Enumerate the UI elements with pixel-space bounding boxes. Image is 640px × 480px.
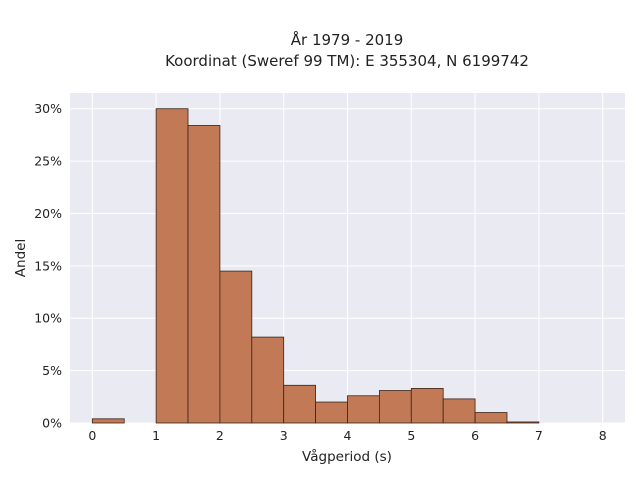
y-axis-label: Andel: [13, 239, 29, 277]
histogram-bar: [187, 125, 221, 424]
x-tick-label: 8: [599, 428, 607, 443]
chart-title: År 1979 - 2019 Koordinat (Sweref 99 TM):…: [165, 30, 529, 70]
x-tick-label: 4: [344, 428, 352, 443]
y-tick-label: 15%: [34, 258, 62, 273]
histogram-bar: [378, 390, 412, 424]
histogram-bar: [315, 401, 348, 424]
x-tick-label: 1: [152, 428, 160, 443]
y-tick-label: 25%: [34, 154, 62, 169]
histogram-bar: [410, 388, 444, 424]
histogram-bar: [91, 418, 125, 424]
histogram-bar: [442, 398, 476, 424]
histogram-bar: [283, 384, 317, 424]
histogram-bar: [155, 108, 189, 424]
y-tick-label: 20%: [34, 206, 62, 221]
chart-title-line-1: År 1979 - 2019: [291, 30, 404, 49]
histogram-bar: [251, 336, 285, 424]
histogram-bar: [219, 270, 253, 424]
histogram-bar: [474, 412, 508, 424]
histogram-bars: [91, 108, 540, 424]
x-tick-label: 5: [407, 428, 415, 443]
y-tick-label: 30%: [34, 101, 62, 116]
histogram-bar: [506, 421, 540, 424]
x-tick-label: 0: [88, 428, 96, 443]
y-axis-ticks: 0% 5% 10% 15% 20% 25% 30%: [34, 101, 62, 430]
histogram-bar: [347, 395, 380, 424]
y-tick-label: 0%: [42, 416, 62, 431]
x-tick-label: 2: [216, 428, 224, 443]
x-tick-label: 7: [535, 428, 543, 443]
y-tick-label: 10%: [34, 311, 62, 326]
x-axis-label: Vågperiod (s): [302, 448, 392, 465]
x-tick-label: 3: [280, 428, 288, 443]
x-tick-label: 6: [471, 428, 479, 443]
y-tick-label: 5%: [42, 363, 62, 378]
x-axis-ticks: 0 1 2 3 4 5 6 7 8: [88, 428, 606, 443]
chart-title-line-2: Koordinat (Sweref 99 TM): E 355304, N 61…: [165, 52, 529, 70]
